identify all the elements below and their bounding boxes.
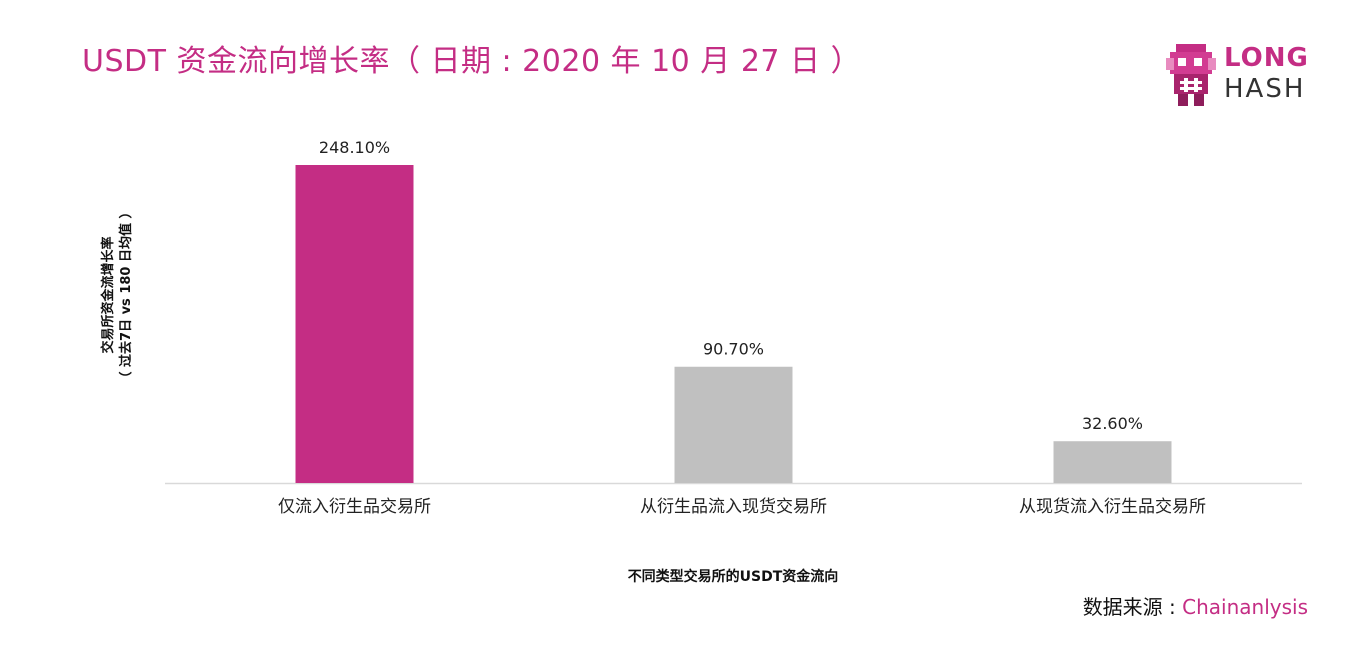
source-label: 数据来源 : xyxy=(1082,595,1183,619)
x-axis-label: 不同类型交易所的USDT资金流向 xyxy=(627,569,839,585)
data-label-2: 90.70% xyxy=(703,340,764,359)
longhash-logo: LONG HASH xyxy=(1162,42,1322,106)
chart-title: USDT 资金流向增长率（ 日期 : 2020 年 10 月 27 日 ） xyxy=(82,44,862,79)
x-tick-label-2: 从衍生品流入现货交易所 xyxy=(640,497,827,517)
data-label-3: 32.60% xyxy=(1082,414,1143,433)
data-label-1: 248.10% xyxy=(319,138,390,157)
bar-1 xyxy=(295,165,414,483)
pixel-character-icon xyxy=(1166,44,1216,106)
data-source: 数据来源 : Chainanlysis xyxy=(1083,591,1308,620)
bar-3 xyxy=(1053,441,1172,483)
bar-2 xyxy=(674,366,793,483)
logo-text-hash: HASH xyxy=(1224,74,1306,104)
x-tick-label-3: 从现货流入衍生品交易所 xyxy=(1019,497,1206,517)
logo-text-long: LONG xyxy=(1224,43,1309,73)
source-value: Chainanlysis xyxy=(1182,595,1308,619)
x-tick-label-1: 仅流入衍生品交易所 xyxy=(278,497,431,517)
